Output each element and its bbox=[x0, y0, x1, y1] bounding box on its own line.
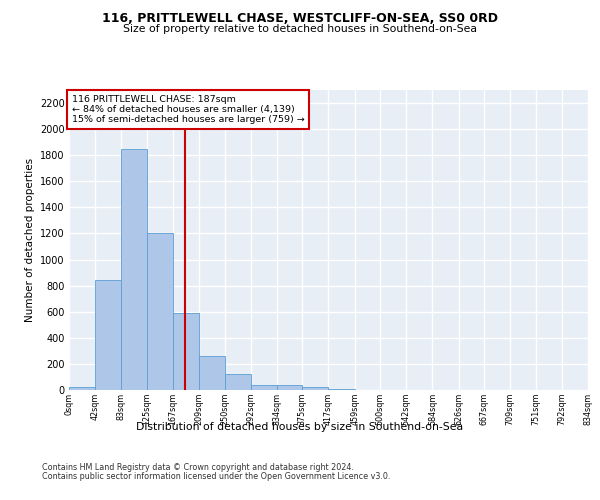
Y-axis label: Number of detached properties: Number of detached properties bbox=[25, 158, 35, 322]
Bar bbox=[199, 356, 224, 390]
Text: Distribution of detached houses by size in Southend-on-Sea: Distribution of detached houses by size … bbox=[136, 422, 464, 432]
Bar bbox=[302, 388, 329, 390]
Text: 116, PRITTLEWELL CHASE, WESTCLIFF-ON-SEA, SS0 0RD: 116, PRITTLEWELL CHASE, WESTCLIFF-ON-SEA… bbox=[102, 12, 498, 26]
Bar bbox=[277, 386, 302, 390]
Bar bbox=[121, 148, 147, 390]
Text: Contains HM Land Registry data © Crown copyright and database right 2024.: Contains HM Land Registry data © Crown c… bbox=[42, 464, 354, 472]
Bar bbox=[95, 280, 121, 390]
Text: Size of property relative to detached houses in Southend-on-Sea: Size of property relative to detached ho… bbox=[123, 24, 477, 34]
Bar bbox=[251, 386, 277, 390]
Bar bbox=[173, 313, 199, 390]
Bar bbox=[69, 388, 95, 390]
Text: Contains public sector information licensed under the Open Government Licence v3: Contains public sector information licen… bbox=[42, 472, 391, 481]
Bar bbox=[224, 374, 251, 390]
Text: 116 PRITTLEWELL CHASE: 187sqm
← 84% of detached houses are smaller (4,139)
15% o: 116 PRITTLEWELL CHASE: 187sqm ← 84% of d… bbox=[71, 94, 304, 124]
Bar bbox=[147, 234, 173, 390]
